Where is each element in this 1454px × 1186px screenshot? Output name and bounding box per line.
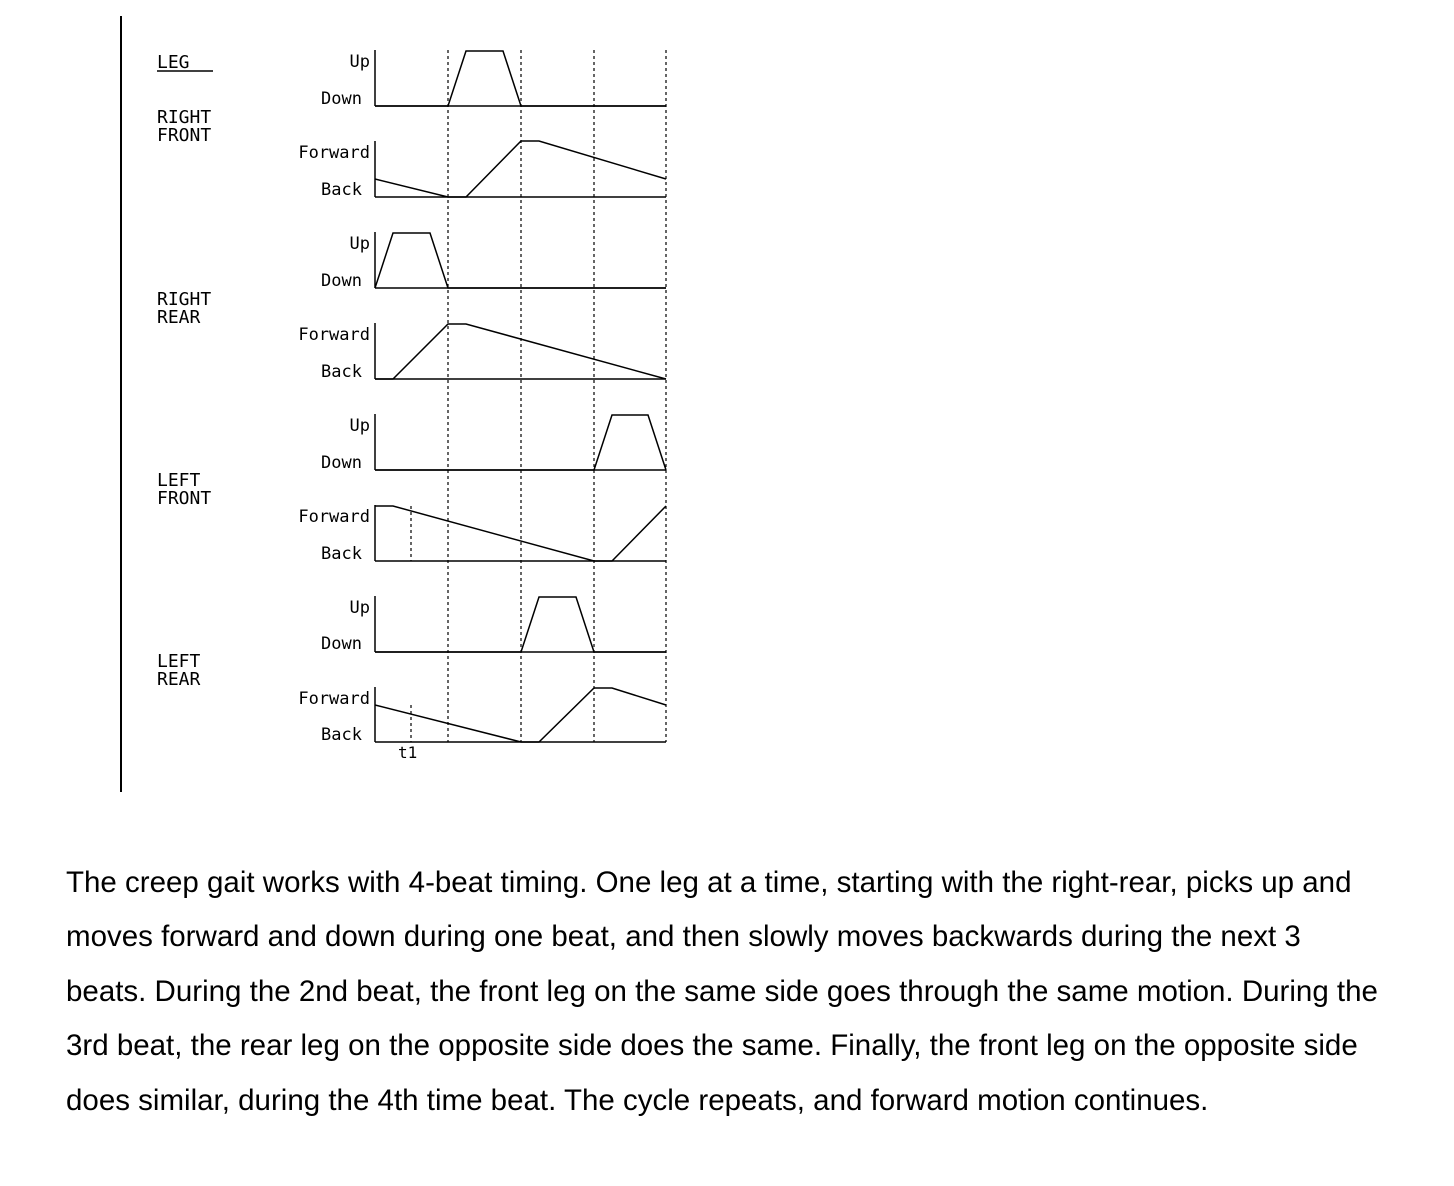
leg-name-right-front-line2: FRONT: [157, 125, 211, 146]
leg-name-left-front-line2: FRONT: [157, 488, 211, 509]
leg-name-left-rear-line1: LEFT: [157, 651, 201, 672]
leg-name-right-front-line1: RIGHT: [157, 107, 211, 128]
label-down: Down: [321, 271, 362, 291]
label-forward: Forward: [298, 689, 370, 709]
leg-group-right-front: RIGHT FRONT Up Down Forward Back: [157, 50, 667, 200]
stride-trace-a: [375, 505, 667, 562]
label-up: Up: [350, 598, 370, 618]
label-down: Down: [321, 634, 362, 654]
label-forward: Forward: [298, 507, 370, 527]
leg-column-header: LEG: [157, 52, 190, 73]
leg-name-left-front-line1: LEFT: [157, 470, 201, 491]
stride-trace: [374, 687, 667, 743]
leg-group-left-rear: LEFT REAR Up Down Forward Back t1: [157, 596, 667, 762]
label-forward: Forward: [298, 325, 370, 345]
leg-name-left-rear-line2: REAR: [157, 669, 201, 690]
label-up: Up: [350, 234, 370, 254]
time-marker-label: t1: [398, 743, 417, 762]
label-back: Back: [321, 362, 362, 382]
label-back: Back: [321, 544, 362, 564]
label-down: Down: [321, 89, 362, 109]
stride-trace: [375, 323, 667, 380]
beat-divider-lines: [447, 50, 667, 742]
label-back: Back: [321, 180, 362, 200]
label-back: Back: [321, 725, 362, 745]
creep-gait-timing-diagram: LEG RIGHT FRONT Up Down Forward Back RIG…: [120, 16, 667, 792]
lift-trace: [374, 232, 666, 289]
leg-name-right-rear-line1: RIGHT: [157, 289, 211, 310]
caption-paragraph: The creep gait works with 4-beat timing.…: [66, 866, 1378, 1117]
leg-name-right-rear-line2: REAR: [157, 307, 201, 328]
label-down: Down: [321, 453, 362, 473]
lift-trace: [375, 414, 667, 471]
lift-trace: [375, 596, 666, 653]
stride-trace: [374, 140, 667, 198]
leg-group-left-front: LEFT FRONT Up Down Forward Back: [157, 414, 667, 564]
label-up: Up: [350, 416, 370, 436]
lift-trace: [375, 50, 666, 107]
label-up: Up: [350, 52, 370, 72]
leg-group-right-rear: RIGHT REAR Up Down Forward Back: [157, 232, 667, 382]
label-forward: Forward: [298, 143, 370, 163]
